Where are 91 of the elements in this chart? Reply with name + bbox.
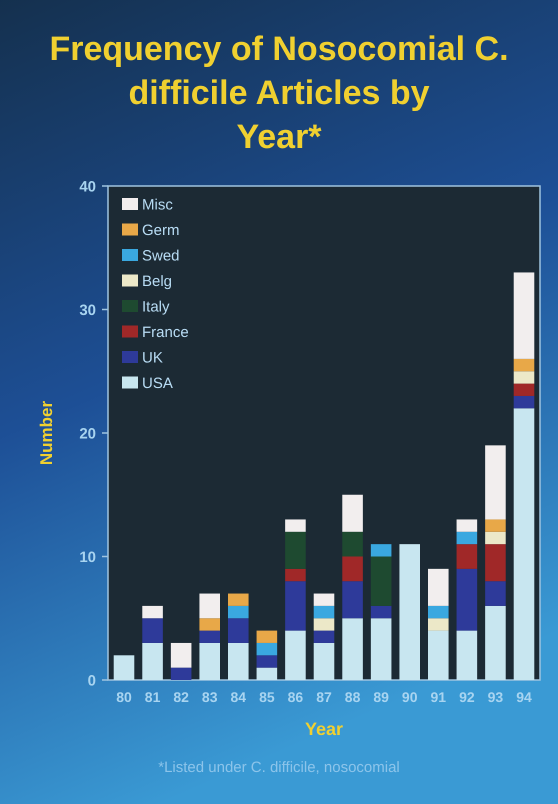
bar [456,544,478,569]
x-tick-label: 88 [344,689,361,705]
bar [285,630,306,680]
bar [314,642,334,680]
bar [228,594,249,606]
bar [370,618,392,680]
legend-label: USA [142,374,173,392]
x-tick-label: 94 [516,689,532,705]
x-tick-label: 80 [116,689,132,705]
bar [314,630,334,643]
legend-label: Belg [142,272,172,290]
bar [199,618,220,631]
x-tick-label: 81 [144,689,161,705]
bar [256,655,278,668]
bar [514,384,534,396]
bar [256,630,278,643]
bar [485,445,506,520]
y-tick-label: 40 [79,178,96,196]
text: *Listed under C. difficile, nosocomial [158,759,400,776]
bar [314,606,334,618]
bar [456,532,478,544]
x-tick-label: 91 [430,689,446,705]
y-tick-label: 0 [88,672,96,690]
bar [314,618,334,631]
bar [514,272,534,359]
bar [514,396,534,408]
bar [228,618,249,643]
bar [370,606,392,618]
bar [342,494,363,532]
bar [485,606,506,680]
x-tick-label: 84 [230,689,246,705]
x-tick-label: 86 [288,689,304,705]
legend-label: Misc [142,196,174,214]
x-tick-label: 82 [173,689,190,705]
bar [170,642,192,668]
x-tick-label: 92 [459,689,475,705]
bar [456,519,478,532]
bar [342,618,363,680]
y-tick-label: 30 [79,302,96,319]
bar [199,594,220,618]
bar [114,655,134,680]
y-tick-label: 20 [79,425,96,442]
bar [285,568,306,582]
bar [342,532,363,556]
bar [170,668,192,680]
bar [256,642,278,656]
bar [285,532,306,569]
legend-label: Italy [142,298,170,316]
bar [256,668,278,680]
bar [514,371,534,384]
bar [142,618,163,643]
x-tick-label: 89 [373,689,390,705]
bar [342,581,363,618]
bar [485,544,506,582]
x-tick-label: 83 [202,689,218,705]
x-tick-label: 93 [488,689,504,705]
bar [285,519,306,532]
bar [485,532,506,544]
bar [370,556,392,606]
bar [228,606,249,618]
bar [514,408,534,680]
bar [142,642,163,680]
x-tick-label: 85 [259,689,275,705]
bar [485,519,506,532]
bar [428,606,449,618]
bar [514,358,534,372]
bar [342,556,363,582]
y-axis-title: Number [37,400,56,466]
bar [228,642,249,680]
bar [428,618,449,631]
legend-label: Germ [142,222,180,239]
x-tick-label: 90 [402,689,418,705]
bar [399,544,420,680]
bar [314,594,334,606]
x-axis-title: Year [304,719,344,739]
bar [456,630,478,680]
bar [199,642,220,680]
chart-title: Frequency of Nosocomial C. difficile Articles by Year* [49,30,509,156]
bar [199,630,220,643]
legend-label: UK [142,349,163,366]
bar [370,544,392,556]
bar [142,606,163,618]
bar [285,581,306,631]
legend-label: France [142,324,189,341]
bar [428,630,449,680]
bar [485,581,506,606]
x-tick-label: 87 [316,689,332,705]
bar [456,568,478,631]
legend-label: Swed [142,247,180,264]
bar [428,568,449,606]
y-tick-label: 10 [79,548,96,566]
